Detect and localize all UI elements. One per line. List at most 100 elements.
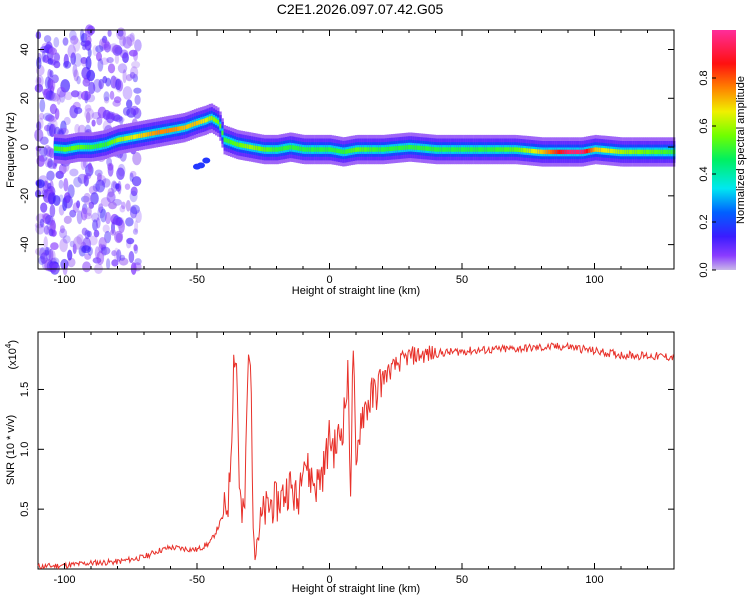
heatmap-cell xyxy=(573,149,576,155)
heatmap-cell xyxy=(108,201,117,210)
heatmap-cell xyxy=(66,146,69,152)
heatmap-cell xyxy=(384,147,387,152)
heatmap-cell xyxy=(285,145,288,151)
heatmap-cell xyxy=(114,54,120,65)
heatmap-cell xyxy=(204,118,207,123)
heatmap-cell xyxy=(62,37,69,46)
heatmap-cell xyxy=(530,148,534,154)
heatmap-cell xyxy=(129,170,137,178)
heatmap-cell xyxy=(113,139,116,144)
heatmap-cell xyxy=(202,118,205,124)
heatmap-cell xyxy=(84,253,92,260)
heatmap-cell xyxy=(112,100,121,107)
heatmap-cell xyxy=(52,161,57,170)
heatmap-cell xyxy=(463,147,466,152)
heatmap-cell xyxy=(435,147,438,152)
heatmap-cell xyxy=(79,28,85,43)
heatmap-cell xyxy=(520,147,523,153)
heatmap-cell xyxy=(458,147,462,152)
heatmap-cell xyxy=(486,147,489,152)
heatmap-cell xyxy=(49,180,54,195)
heatmap-cell xyxy=(639,149,642,155)
heatmap-cell xyxy=(357,147,360,152)
heatmap-cell xyxy=(391,146,394,151)
heatmap-cell xyxy=(62,235,71,244)
heatmap-cell xyxy=(507,147,510,152)
heatmap-cell xyxy=(67,44,76,59)
heatmap-cell xyxy=(566,149,570,155)
heatmap-cell xyxy=(183,125,186,130)
heatmap-cell xyxy=(34,222,45,229)
heatmap-cell xyxy=(98,203,104,214)
heatmap-cell xyxy=(227,139,231,144)
snr-x-label: Height of straight line (km) xyxy=(292,583,420,595)
heatmap-cell xyxy=(611,148,614,154)
x-tick-label: 100 xyxy=(585,274,603,286)
heatmap-cell xyxy=(255,145,258,151)
heatmap-cell xyxy=(97,206,106,219)
heatmap-cell xyxy=(49,103,58,115)
heatmap-cell xyxy=(265,147,269,152)
heatmap-cell xyxy=(405,145,409,150)
heatmap-cell xyxy=(109,90,115,100)
heatmap-cell xyxy=(111,218,121,226)
heatmap-cell xyxy=(569,149,572,155)
heatmap-cell xyxy=(119,205,126,213)
heatmap-cell xyxy=(636,149,640,155)
heatmap-cell xyxy=(97,172,102,182)
heatmap-cell xyxy=(473,147,477,152)
heatmap-cell xyxy=(571,149,574,155)
heatmap-cell xyxy=(58,146,61,152)
heatmap-cell xyxy=(48,47,58,56)
heatmap-cell xyxy=(147,132,150,137)
heatmap-cell xyxy=(134,134,137,139)
heatmap-cell xyxy=(103,91,110,102)
y-tick-label: 1.5 xyxy=(19,382,31,397)
heatmap-cell xyxy=(560,149,563,155)
heatmap-cell xyxy=(113,114,123,122)
heatmap-cell xyxy=(85,93,96,103)
heatmap-cell xyxy=(43,236,48,250)
heatmap-cell xyxy=(613,149,616,154)
heatmap-cell xyxy=(109,140,112,146)
heatmap-cell xyxy=(662,149,665,155)
heatmap-cell xyxy=(346,149,349,154)
heatmap-cell xyxy=(488,147,491,152)
heatmap-cell xyxy=(49,79,56,91)
heatmap-cell xyxy=(367,147,371,152)
heatmap-cell xyxy=(609,148,612,154)
heatmap-cell xyxy=(136,134,139,139)
x-tick-label: 0 xyxy=(326,574,332,586)
heatmap-cell xyxy=(106,57,114,64)
heatmap-cell xyxy=(110,180,118,193)
heatmap-cell xyxy=(615,149,619,154)
heatmap-cell xyxy=(371,147,375,152)
heatmap-cell xyxy=(420,145,424,151)
heatmap-cell xyxy=(100,57,109,65)
heatmap-cell xyxy=(658,149,661,155)
heatmap-cell xyxy=(229,139,233,145)
y-tick-label: 40 xyxy=(19,43,31,55)
heatmap-cell xyxy=(261,147,265,152)
heatmap-cell xyxy=(134,39,142,52)
heatmap-cell xyxy=(215,118,218,123)
heatmap-cell xyxy=(410,145,413,150)
heatmap-cell xyxy=(503,147,506,152)
heatmap-cell xyxy=(554,149,557,155)
heatmap-cell xyxy=(105,211,111,225)
heatmap-cell xyxy=(85,111,91,124)
heatmap-cell xyxy=(244,143,248,149)
heatmap-cell xyxy=(630,149,633,155)
heatmap-cell xyxy=(107,187,115,198)
heatmap-cell xyxy=(70,90,80,98)
heatmap-cell xyxy=(537,149,540,154)
heatmap-cell xyxy=(70,52,76,65)
heatmap-cell xyxy=(87,246,93,256)
heatmap-cell xyxy=(83,174,89,187)
heatmap-cell xyxy=(47,158,52,168)
snr-y-multiplier-base: (x104) xyxy=(4,340,19,370)
heatmap-cell xyxy=(115,138,118,143)
heatmap-cell xyxy=(131,60,141,69)
y-tick-label: -20 xyxy=(19,188,31,204)
